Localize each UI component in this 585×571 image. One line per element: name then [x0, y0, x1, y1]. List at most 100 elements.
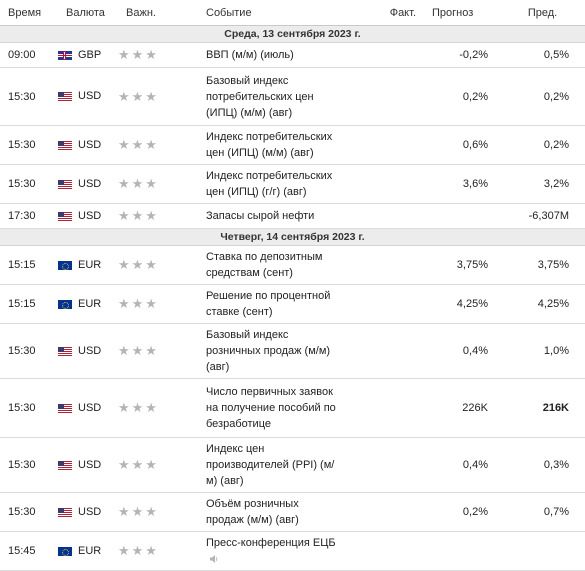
event-label[interactable]: Объём розничных продаж (м/м) (авг) [206, 498, 299, 526]
event-name[interactable]: Ставка по депозитным средствам (сент) [198, 245, 343, 285]
event-label[interactable]: Индекс потребительских цен (ИПЦ) (м/м) (… [206, 131, 333, 159]
forecast-value: 3,6% [420, 164, 500, 204]
us-flag-icon [58, 346, 72, 356]
event-name[interactable]: Индекс цен производителей (PPI) (м/м) (а… [198, 437, 343, 493]
star-icon: ★★★ [118, 257, 159, 272]
event-name[interactable]: Пресс-конференция ЕЦБ [198, 531, 343, 571]
star-icon: ★★★ [118, 504, 159, 519]
header-fact[interactable]: Факт. [343, 0, 420, 26]
table-row[interactable]: 15:30 USD ★★★ Число первичных заявок на пол… [0, 378, 585, 438]
event-name[interactable]: Запасы сырой нефти [198, 203, 343, 229]
forecast-value: 0,2% [420, 67, 500, 126]
event-label[interactable]: ВВП (м/м) (июль) [206, 49, 294, 61]
date-label: Среда, 13 сентября 2023 г. [0, 25, 585, 43]
table-row[interactable]: 09:00 GBP ★★★ ВВП (м/м) (июль) -0,2% 0,5% [0, 42, 585, 68]
event-time: 15:30 [0, 492, 58, 532]
fact-value [343, 531, 420, 571]
star-icon: ★★★ [118, 343, 159, 358]
table-row[interactable]: 15:30 USD ★★★ Базовый индекс розничных прод… [0, 323, 585, 379]
previous-value: 216K [500, 378, 585, 438]
header-importance[interactable]: Важн. [118, 0, 198, 26]
table-row[interactable]: 15:45 EUR ★★★ Пресс-конференция ЕЦБ [0, 531, 585, 571]
table-row[interactable]: 15:15 EUR ★★★ Решение по процентной ставке … [0, 284, 585, 324]
header-event[interactable]: Событие [198, 0, 343, 26]
currency-cell: USD [58, 323, 118, 379]
us-flag-icon [58, 140, 72, 150]
event-name[interactable]: Индекс потребительских цен (ИПЦ) (г/г) (… [198, 164, 343, 204]
importance-stars: ★★★ [118, 378, 198, 438]
event-name[interactable]: Решение по процентной ставке (сент) [198, 284, 343, 324]
date-row: Среда, 13 сентября 2023 г. [0, 25, 585, 43]
currency-cell: USD [58, 125, 118, 165]
importance-stars: ★★★ [118, 437, 198, 493]
event-label[interactable]: Индекс цен производителей (PPI) (м/м) (а… [206, 443, 335, 487]
forecast-value: 4,25% [420, 284, 500, 324]
forecast-value: 0,4% [420, 323, 500, 379]
event-time: 09:00 [0, 42, 58, 68]
fact-value [343, 245, 420, 285]
date-label: Четверг, 14 сентября 2023 г. [0, 228, 585, 246]
us-flag-icon [58, 507, 72, 517]
table-row[interactable]: 15:30 USD ★★★ Индекс потребительских цен (И… [0, 164, 585, 204]
event-time: 15:45 [0, 531, 58, 571]
importance-stars: ★★★ [118, 42, 198, 68]
currency-code: USD [78, 139, 102, 152]
currency-cell: EUR [58, 531, 118, 571]
event-label[interactable]: Ставка по депозитным средствам (сент) [206, 251, 323, 279]
header-previous[interactable]: Пред. [500, 0, 585, 26]
table-row[interactable]: 15:30 USD ★★★ Индекс потребительских цен (И… [0, 125, 585, 165]
event-name[interactable]: Объём розничных продаж (м/м) (авг) [198, 492, 343, 532]
importance-stars: ★★★ [118, 245, 198, 285]
header-forecast[interactable]: Прогноз [420, 0, 500, 26]
previous-value: -6,307M [500, 203, 585, 229]
previous-value: 3,2% [500, 164, 585, 204]
currency-code: USD [78, 345, 102, 358]
event-label[interactable]: Индекс потребительских цен (ИПЦ) (г/г) (… [206, 170, 333, 198]
event-name[interactable]: Число первичных заявок на получение посо… [198, 378, 343, 438]
fact-value [343, 164, 420, 204]
table-row[interactable]: 15:30 USD ★★★ Объём розничных продаж (м/м) … [0, 492, 585, 532]
currency-code: USD [78, 459, 102, 472]
currency-cell: USD [58, 67, 118, 126]
event-label[interactable]: Пресс-конференция ЕЦБ [206, 537, 336, 549]
forecast-value: 0,2% [420, 492, 500, 532]
currency-code: USD [78, 90, 102, 103]
star-icon: ★★★ [118, 457, 159, 472]
event-label[interactable]: Базовый индекс розничных продаж (м/м) (а… [206, 329, 331, 373]
event-time: 17:30 [0, 203, 58, 229]
event-label[interactable]: Базовый индекс потребительских цен (ИПЦ)… [206, 74, 314, 119]
us-flag-icon [58, 403, 72, 413]
event-label[interactable]: Число первичных заявок на получение посо… [206, 386, 336, 430]
event-label[interactable]: Запасы сырой нефти [206, 210, 315, 222]
header-row: Время Валюта Важн. Событие Факт. Прогноз… [0, 0, 585, 26]
table-row[interactable]: 15:15 EUR ★★★ Ставка по депозитным средства… [0, 245, 585, 285]
event-name[interactable]: ВВП (м/м) (июль) [198, 42, 343, 68]
previous-value: 0,2% [500, 67, 585, 126]
currency-code: EUR [78, 259, 102, 272]
event-time: 15:15 [0, 284, 58, 324]
fact-value [343, 125, 420, 165]
event-time: 15:30 [0, 125, 58, 165]
currency-cell: USD [58, 203, 118, 229]
table-row[interactable]: 17:30 USD ★★★ Запасы сырой нефти -6,307M [0, 203, 585, 229]
event-label[interactable]: Решение по процентной ставке (сент) [206, 290, 331, 318]
currency-code: USD [78, 506, 102, 519]
table-row[interactable]: 15:30 USD ★★★ Базовый индекс потребительски… [0, 67, 585, 126]
event-name[interactable]: Базовый индекс потребительских цен (ИПЦ)… [198, 67, 343, 126]
event-name[interactable]: Индекс потребительских цен (ИПЦ) (м/м) (… [198, 125, 343, 165]
star-icon: ★★★ [118, 296, 159, 311]
currency-code: USD [78, 210, 102, 223]
header-time[interactable]: Время [0, 0, 58, 26]
table-row[interactable]: 15:30 USD ★★★ Индекс цен производителей (PP… [0, 437, 585, 493]
star-icon: ★★★ [118, 47, 159, 62]
event-name[interactable]: Базовый индекс розничных продаж (м/м) (а… [198, 323, 343, 379]
fact-value [343, 42, 420, 68]
forecast-value: 0,6% [420, 125, 500, 165]
speaker-icon [210, 555, 218, 564]
star-icon: ★★★ [118, 400, 159, 415]
star-icon: ★★★ [118, 137, 159, 152]
header-currency[interactable]: Валюта [58, 0, 118, 26]
event-time: 15:15 [0, 245, 58, 285]
gb-flag-icon [58, 50, 72, 60]
